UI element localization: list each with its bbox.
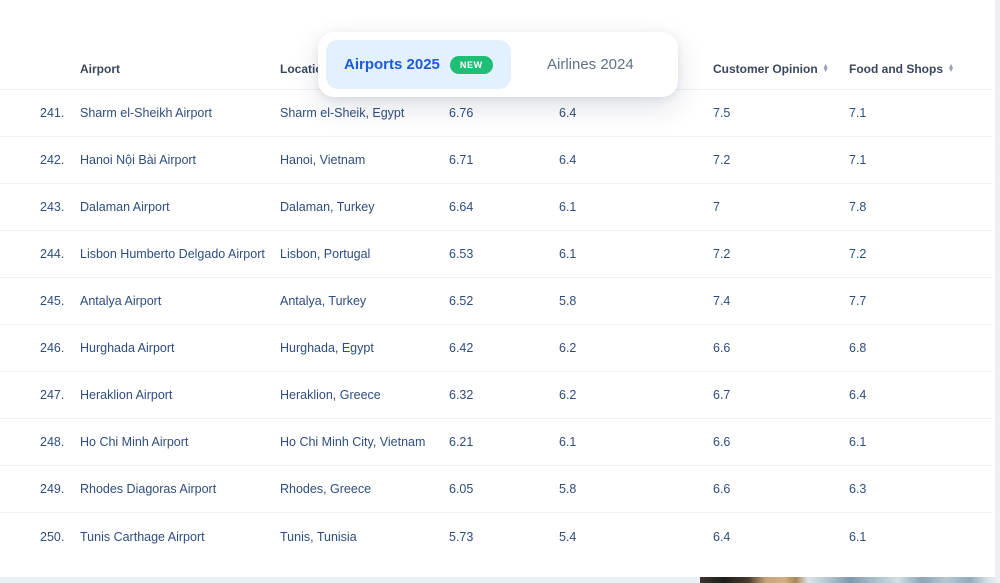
row-score1: 6.32	[449, 388, 474, 402]
row-score1: 6.42	[449, 341, 474, 355]
row-score2: 6.1	[559, 200, 577, 214]
photo-edge	[700, 577, 1000, 583]
row-rank: 246.	[40, 341, 65, 355]
row-food-and-shops: 6.3	[849, 482, 867, 496]
row-food-and-shops: 6.1	[849, 529, 867, 544]
scrollbar-track[interactable]	[993, 0, 1000, 583]
tab-airports-2025-label: Airports 2025	[344, 56, 440, 73]
row-score1: 5.73	[449, 529, 474, 544]
row-score1: 6.71	[449, 153, 474, 167]
row-score2: 6.2	[559, 341, 577, 355]
row-food-and-shops: 7.1	[849, 106, 867, 120]
row-airport: Hurghada Airport	[80, 341, 175, 355]
airport-column-header: Airport	[80, 62, 120, 76]
row-score1: 6.76	[449, 106, 474, 120]
row-rank: 250.	[40, 529, 65, 544]
row-customer-opinion: 6.4	[713, 529, 731, 544]
row-rank: 241.	[40, 106, 65, 120]
row-food-and-shops: 6.4	[849, 388, 867, 402]
row-location: Hanoi, Vietnam	[280, 153, 366, 167]
row-customer-opinion: 7.5	[713, 106, 731, 120]
table-row[interactable]: 246. Hurghada Airport Hurghada, Egypt 6.…	[0, 325, 993, 372]
food-and-shops-column-header[interactable]: Food and Shops ▴ ▾	[849, 60, 993, 76]
location-column-header: Location	[280, 62, 330, 76]
row-location: Hurghada, Egypt	[280, 341, 374, 355]
table-row[interactable]: 245. Antalya Airport Antalya, Turkey 6.5…	[0, 278, 993, 325]
table-row[interactable]: 241. Sharm el-Sheikh Airport Sharm el-Sh…	[0, 90, 993, 137]
row-location: Lisbon, Portugal	[280, 247, 371, 261]
tab-airports-2025[interactable]: Airports 2025 NEW	[326, 40, 511, 89]
row-score2: 5.8	[559, 482, 577, 496]
customer-opinion-label: Customer Opinion	[713, 62, 818, 76]
sort-icon[interactable]: ▴ ▾	[823, 60, 828, 74]
row-location: Heraklion, Greece	[280, 388, 381, 402]
row-score2: 5.4	[559, 529, 577, 544]
row-score1: 6.52	[449, 294, 474, 308]
row-location: Sharm el-Sheik, Egypt	[280, 106, 405, 120]
row-score2: 6.4	[559, 153, 577, 167]
row-food-and-shops: 7.1	[849, 153, 867, 167]
row-airport: Tunis Carthage Airport	[80, 529, 205, 544]
next-section-edge	[0, 577, 700, 583]
row-airport: Hanoi Nội Bài Airport	[80, 153, 197, 167]
row-score2: 5.8	[559, 294, 577, 308]
row-customer-opinion: 6.7	[713, 388, 731, 402]
row-airport: Heraklion Airport	[80, 388, 173, 402]
row-customer-opinion: 6.6	[713, 435, 731, 449]
row-customer-opinion: 6.6	[713, 482, 731, 496]
row-customer-opinion: 7.2	[713, 247, 731, 261]
row-score1: 6.53	[449, 247, 474, 261]
airport-ranking-table: Airport Location Customer Opinion ▴ ▾ Foo…	[0, 60, 993, 560]
row-score2: 6.2	[559, 388, 577, 402]
row-score2: 6.1	[559, 247, 577, 261]
row-airport: Antalya Airport	[80, 294, 162, 308]
row-location: Dalaman, Turkey	[280, 200, 375, 214]
row-rank: 249.	[40, 482, 65, 496]
customer-opinion-column-header[interactable]: Customer Opinion ▴ ▾	[713, 60, 849, 76]
table-row[interactable]: 242. Hanoi Nội Bài Airport Hanoi, Vietna…	[0, 137, 993, 184]
tab-airlines-2024[interactable]: Airlines 2024	[546, 56, 634, 73]
row-score2: 6.1	[559, 435, 577, 449]
food-and-shops-label: Food and Shops	[849, 62, 943, 76]
row-food-and-shops: 7.8	[849, 200, 867, 214]
row-location: Tunis, Tunisia	[280, 529, 357, 544]
table-row[interactable]: 248. Ho Chi Minh Airport Ho Chi Minh Cit…	[0, 419, 993, 466]
sort-icon[interactable]: ▴ ▾	[949, 60, 954, 74]
row-airport: Lisbon Humberto Delgado Airport	[80, 247, 265, 261]
table-row[interactable]: 250. Tunis Carthage Airport Tunis, Tunis…	[0, 513, 993, 560]
table-row[interactable]: 244. Lisbon Humberto Delgado Airport Lis…	[0, 231, 993, 278]
row-airport: Dalaman Airport	[80, 200, 170, 214]
table-row[interactable]: 243. Dalaman Airport Dalaman, Turkey 6.6…	[0, 184, 993, 231]
row-rank: 245.	[40, 294, 65, 308]
row-food-and-shops: 6.1	[849, 435, 867, 449]
row-score1: 6.05	[449, 482, 474, 496]
row-airport: Ho Chi Minh Airport	[80, 435, 189, 449]
ranking-tab-switcher: Airports 2025 NEW Airlines 2024	[318, 32, 678, 97]
row-rank: 248.	[40, 435, 65, 449]
row-customer-opinion: 6.6	[713, 341, 731, 355]
row-airport: Rhodes Diagoras Airport	[80, 482, 217, 496]
row-rank: 243.	[40, 200, 65, 214]
row-food-and-shops: 7.7	[849, 294, 867, 308]
row-location: Antalya, Turkey	[280, 294, 367, 308]
row-customer-opinion: 7	[713, 200, 720, 214]
row-customer-opinion: 7.2	[713, 153, 731, 167]
row-location: Ho Chi Minh City, Vietnam	[280, 435, 426, 449]
row-location: Rhodes, Greece	[280, 482, 372, 496]
row-score2: 6.4	[559, 106, 577, 120]
row-food-and-shops: 6.8	[849, 341, 867, 355]
row-rank: 242.	[40, 153, 65, 167]
table-row[interactable]: 247. Heraklion Airport Heraklion, Greece…	[0, 372, 993, 419]
table-row[interactable]: 249. Rhodes Diagoras Airport Rhodes, Gre…	[0, 466, 993, 513]
new-badge: NEW	[449, 55, 493, 74]
row-rank: 247.	[40, 388, 65, 402]
row-airport: Sharm el-Sheikh Airport	[80, 106, 213, 120]
row-score1: 6.21	[449, 435, 474, 449]
row-food-and-shops: 7.2	[849, 247, 867, 261]
row-rank: 244.	[40, 247, 65, 261]
row-score1: 6.64	[449, 200, 474, 214]
row-customer-opinion: 7.4	[713, 294, 731, 308]
